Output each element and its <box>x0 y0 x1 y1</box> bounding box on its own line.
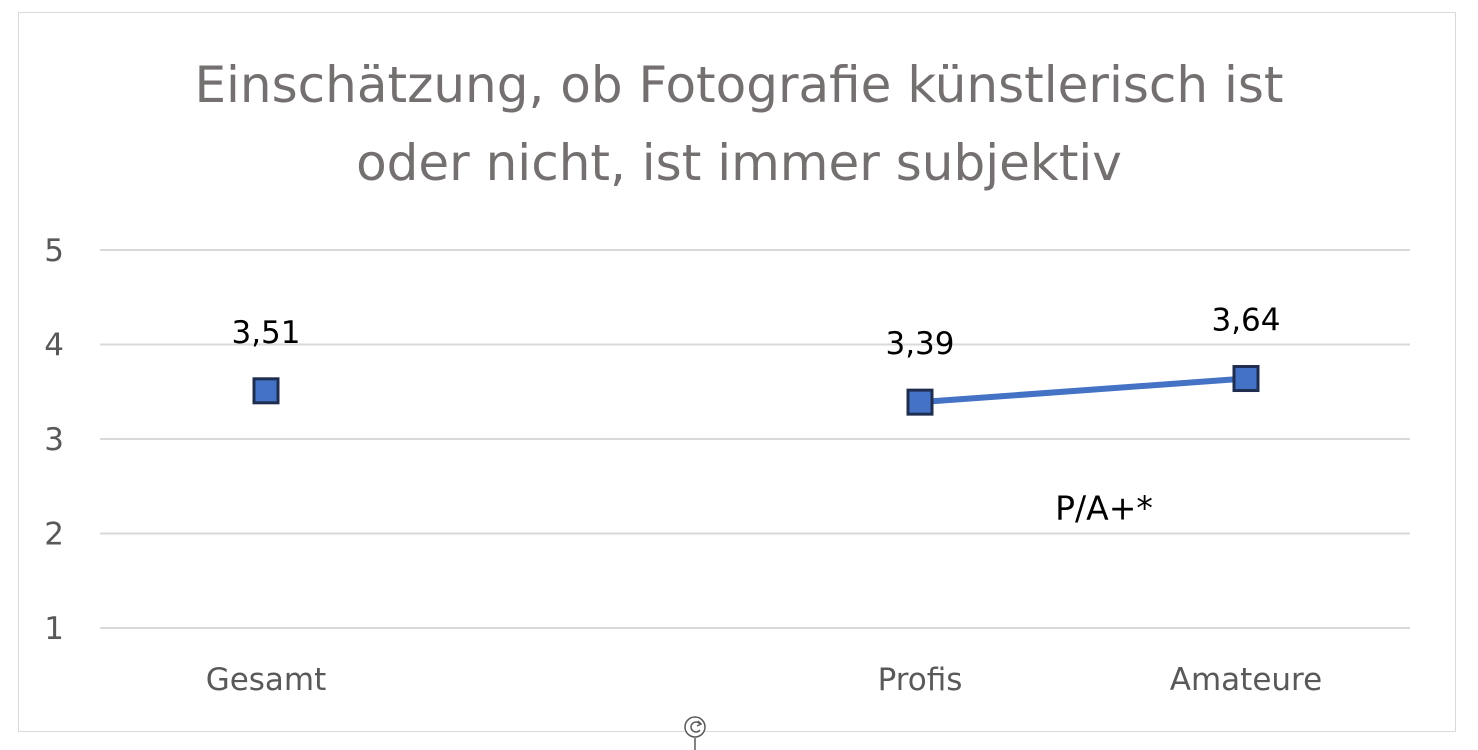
series-1 <box>252 365 1260 416</box>
chart-area[interactable] <box>18 12 1456 732</box>
data-point-marker[interactable] <box>1232 365 1260 393</box>
data-label: 3,51 <box>231 315 300 351</box>
x-category-label: Gesamt <box>206 662 327 698</box>
x-axis-category-labels: Gesamt Profis Amateure <box>206 662 1323 698</box>
x-category-label: Amateure <box>1170 662 1322 698</box>
annotation-label: P/A+* <box>1055 488 1153 527</box>
y-tick-label: 4 <box>44 328 64 364</box>
chart-title-line-1: Einschätzung, ob Fotografie künstlerisch… <box>194 56 1283 114</box>
chart-title-line-2: oder nicht, ist immer subjektiv <box>356 134 1122 192</box>
data-point-marker[interactable] <box>906 388 934 416</box>
gridlines <box>100 249 1410 629</box>
data-point-marker[interactable] <box>252 377 280 405</box>
data-label: 3,39 <box>885 326 954 362</box>
y-tick-label: 5 <box>44 233 64 269</box>
y-axis-tick-labels: 1 2 3 4 5 <box>44 233 64 647</box>
y-tick-label: 2 <box>44 517 64 553</box>
data-labels: 3,51 3,39 3,64 <box>231 303 1280 363</box>
rotate-handle-icon[interactable] <box>684 716 706 750</box>
chart-title: Einschätzung, ob Fotografie künstlerisch… <box>194 56 1283 192</box>
x-category-label: Profis <box>878 662 963 698</box>
annotations: P/A+* <box>1055 488 1153 527</box>
data-label: 3,64 <box>1211 303 1280 339</box>
y-tick-label: 3 <box>44 422 64 458</box>
series-line-segment <box>919 375 1247 406</box>
y-tick-label: 1 <box>44 611 64 647</box>
